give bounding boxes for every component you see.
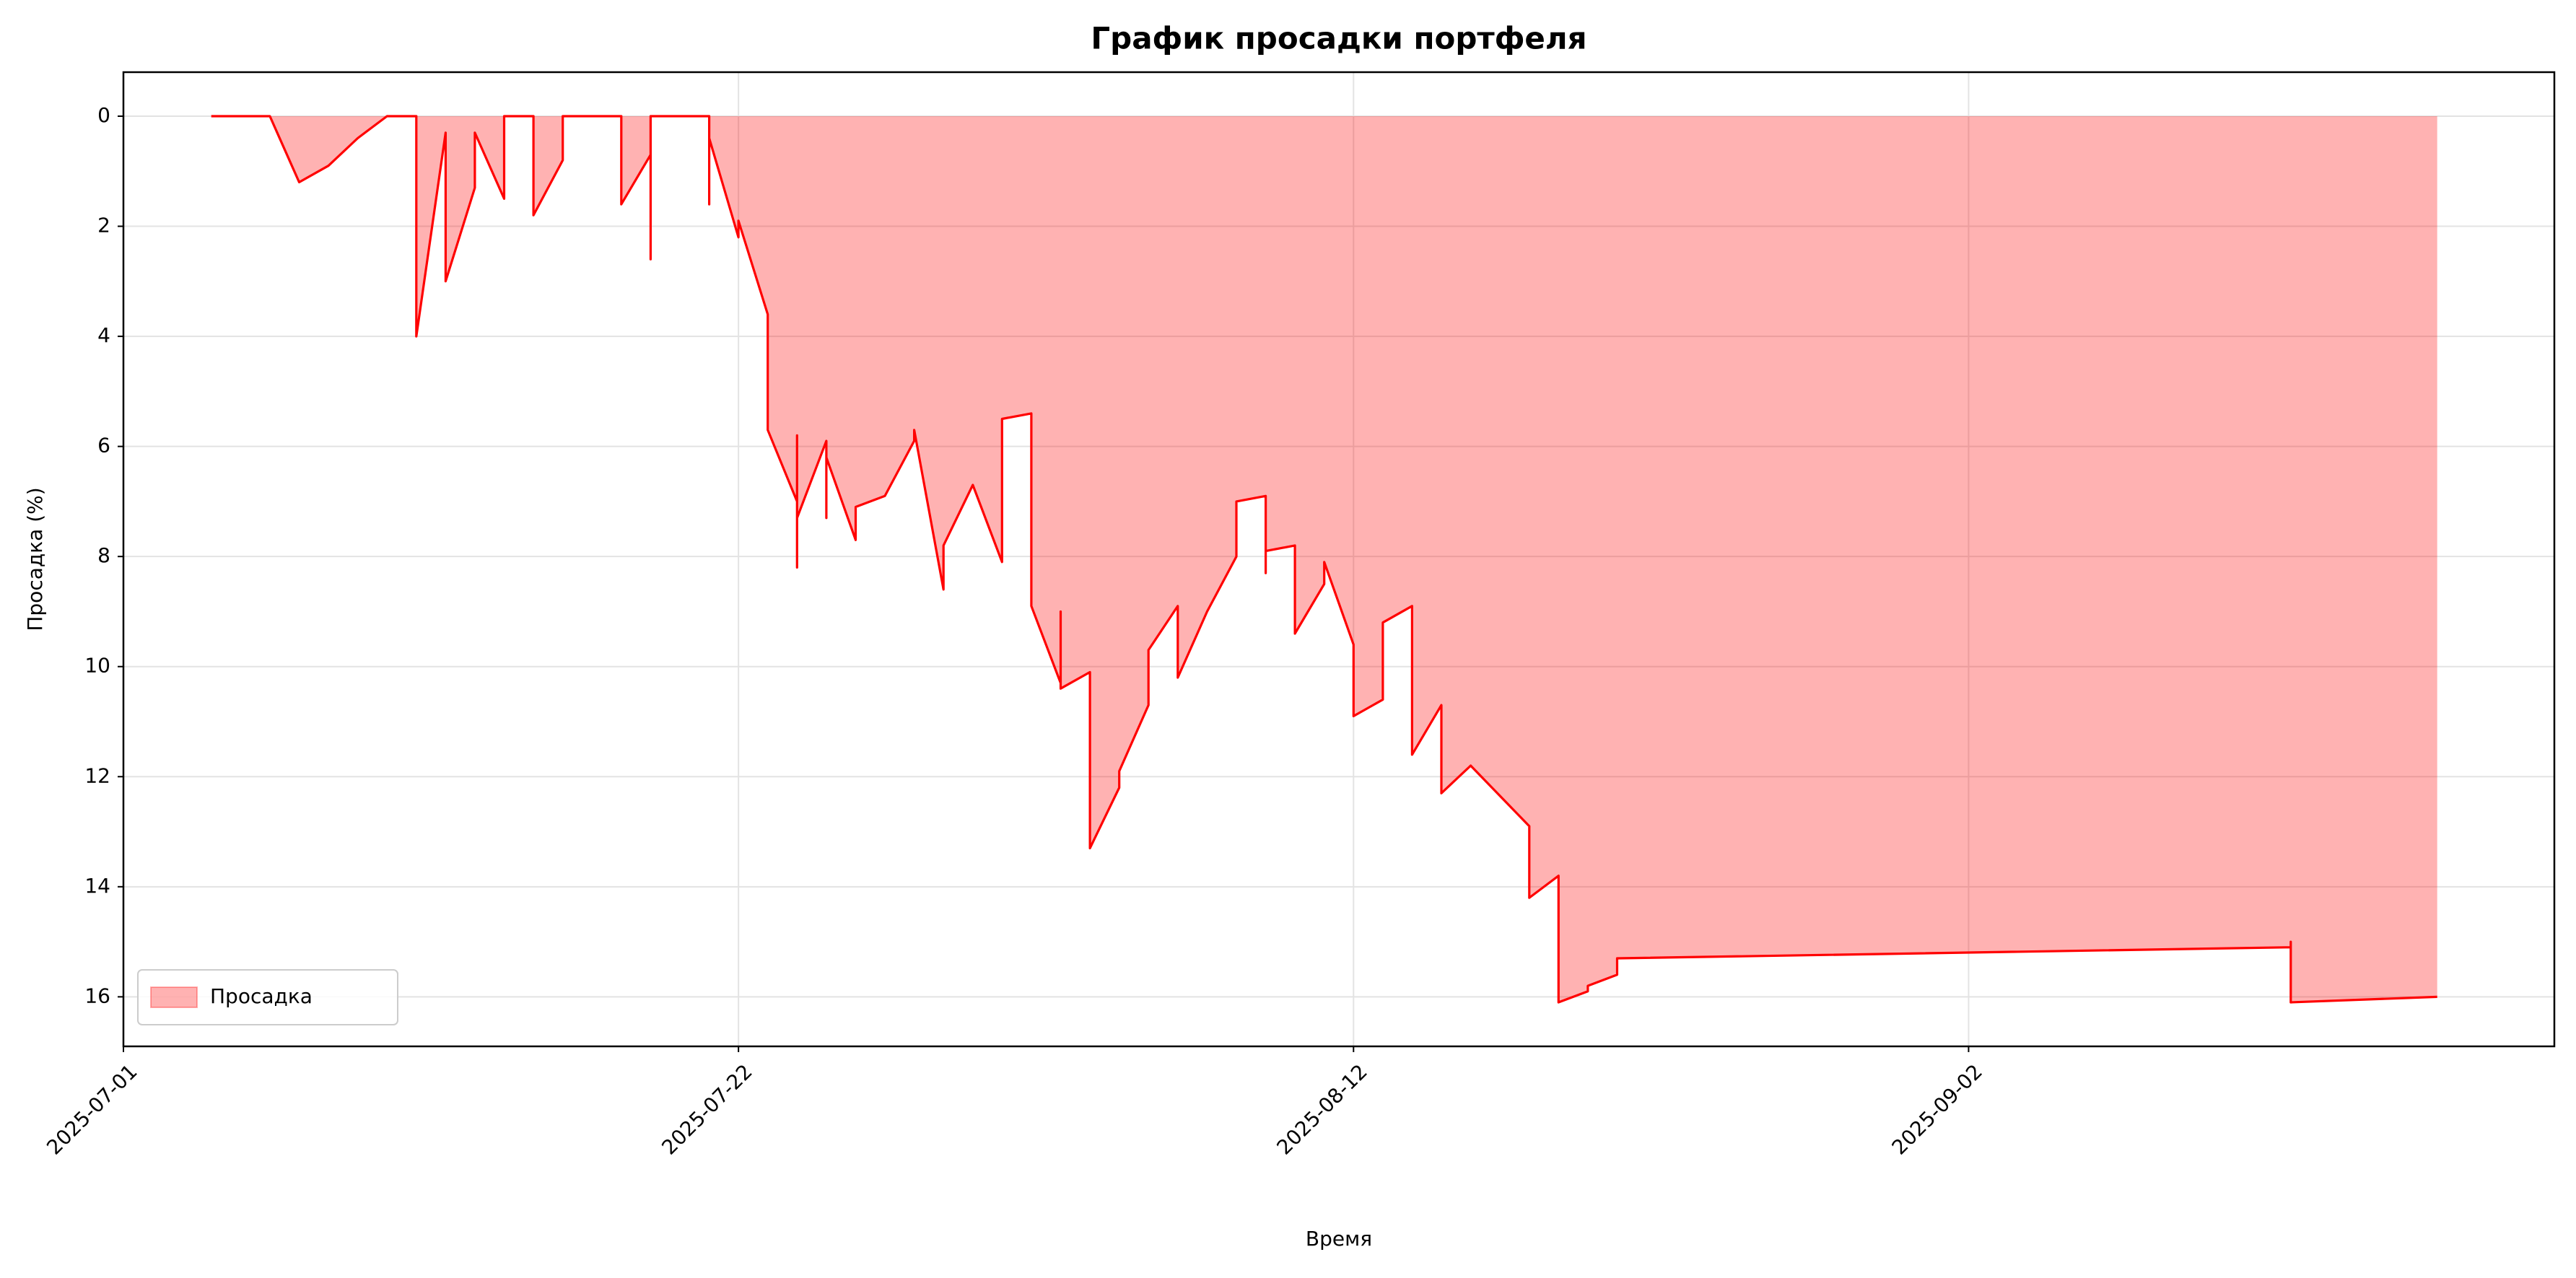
x-tick-label: 2025-09-02 [1887, 1059, 1987, 1159]
y-tick-label: 4 [97, 323, 110, 347]
plot-frame [122, 71, 2556, 1048]
y-tick-label: 0 [97, 103, 110, 127]
x-tick-label: 2025-07-01 [42, 1059, 141, 1159]
chart-title: График просадки портфеля [1091, 21, 1586, 56]
line [211, 115, 2437, 1004]
y-tick-label: 6 [97, 434, 110, 458]
y-tick-label: 16 [84, 984, 110, 1007]
y-tick-label: 8 [97, 543, 110, 567]
y-tick-label: 10 [84, 654, 110, 678]
legend: Просадка [137, 969, 398, 1025]
legend-label: Просадка [210, 984, 313, 1008]
area-fill [211, 116, 2437, 1002]
y-tick-label: 12 [84, 763, 110, 787]
legend-swatch [150, 986, 198, 1008]
y-tick-label: 14 [84, 874, 110, 898]
y-tick-label: 2 [97, 214, 110, 237]
y-axis-label: Просадка (%) [23, 487, 47, 631]
legend-box [137, 969, 398, 1025]
x-tick-label: 2025-07-22 [657, 1059, 756, 1159]
x-axis-label: Время [1306, 1227, 1372, 1251]
x-tick-label: 2025-08-12 [1272, 1059, 1372, 1159]
